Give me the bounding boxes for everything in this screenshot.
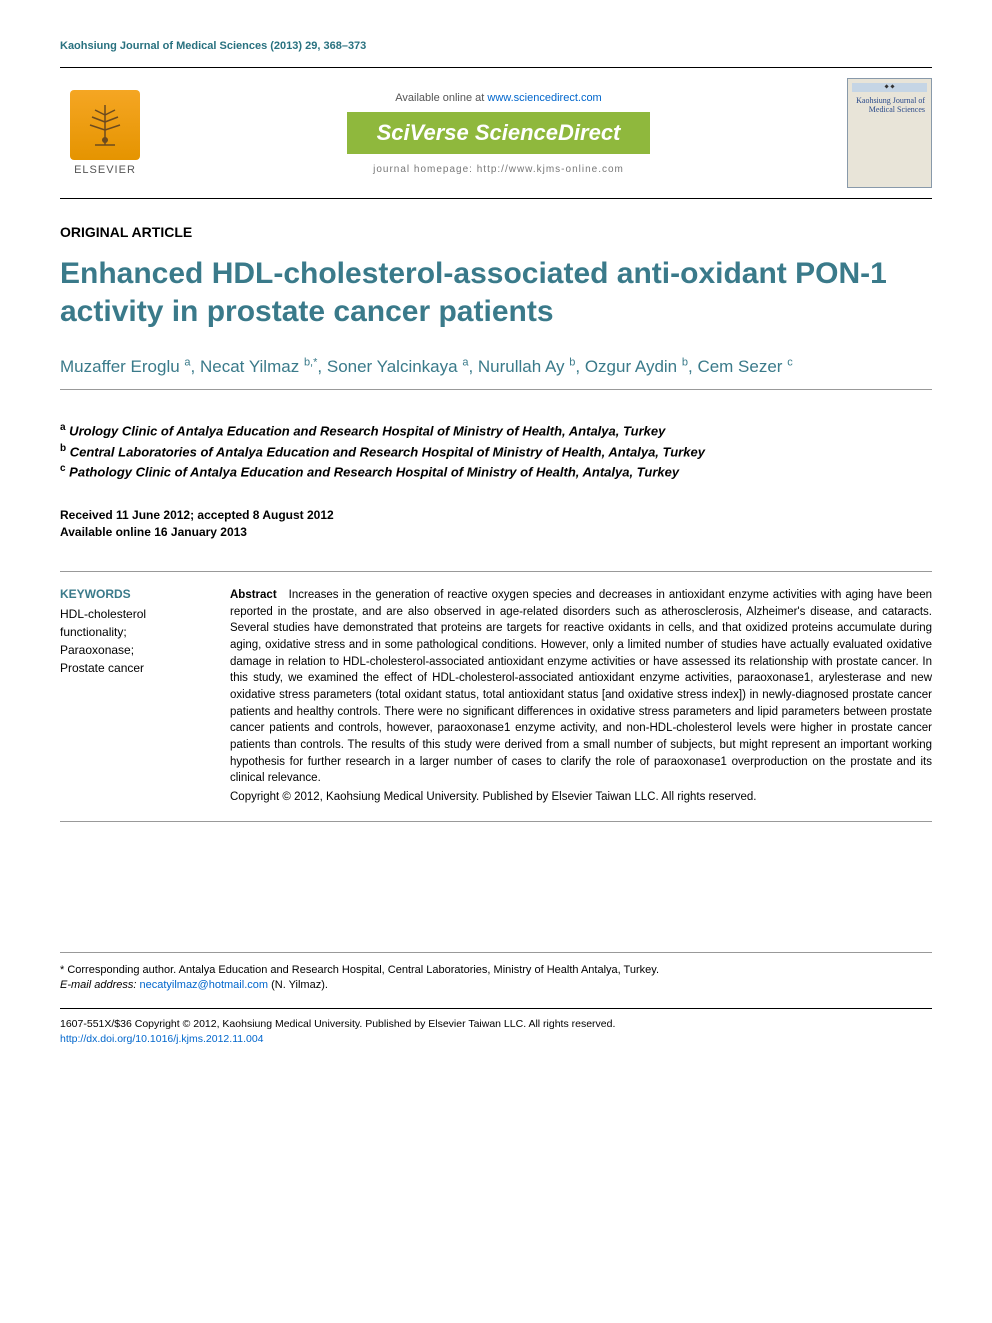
article-dates: Received 11 June 2012; accepted 8 August… bbox=[60, 507, 932, 541]
author: Necat Yilmaz b,* bbox=[200, 357, 317, 376]
author: Nurullah Ay b bbox=[478, 357, 575, 376]
abstract-copyright: Copyright © 2012, Kaohsiung Medical Univ… bbox=[230, 789, 932, 806]
available-prefix: Available online at bbox=[395, 92, 487, 104]
footer-copyright-block: 1607-551X/$36 Copyright © 2012, Kaohsiun… bbox=[60, 1008, 932, 1046]
center-header-block: Available online at www.sciencedirect.co… bbox=[150, 92, 847, 175]
abstract-body: Increases in the generation of reactive … bbox=[230, 589, 932, 784]
article-type-label: ORIGINAL ARTICLE bbox=[60, 224, 932, 240]
author: Ozgur Aydin b bbox=[585, 357, 688, 376]
article-title: Enhanced HDL-cholesterol-associated anti… bbox=[60, 255, 932, 330]
tree-svg bbox=[80, 100, 130, 150]
affiliation-line: a Urology Clinic of Antalya Education an… bbox=[60, 420, 932, 441]
corr-email-line: E-mail address: necatyilmaz@hotmail.com … bbox=[60, 978, 932, 993]
abstract-label: Abstract bbox=[230, 589, 277, 601]
corresponding-author-block: * Corresponding author. Antalya Educatio… bbox=[60, 963, 932, 994]
corr-author-text: * Corresponding author. Antalya Educatio… bbox=[60, 963, 932, 978]
keywords-heading: KEYWORDS bbox=[60, 587, 210, 601]
sciverse-badge: SciVerse ScienceDirect bbox=[347, 112, 651, 154]
keywords-column: KEYWORDS HDL-cholesterol functionality;P… bbox=[60, 587, 230, 806]
doi-link[interactable]: http://dx.doi.org/10.1016/j.kjms.2012.11… bbox=[60, 1033, 264, 1045]
journal-cover-thumbnail: ⬥ ⬥ Kaohsiung Journal ofMedical Sciences bbox=[847, 78, 932, 188]
sciencedirect-link[interactable]: www.sciencedirect.com bbox=[487, 92, 601, 104]
issn-copyright-text: 1607-551X/$36 Copyright © 2012, Kaohsiun… bbox=[60, 1017, 932, 1032]
received-date: Received 11 June 2012; accepted 8 August… bbox=[60, 507, 932, 524]
affiliation-line: c Pathology Clinic of Antalya Education … bbox=[60, 461, 932, 482]
author: Muzaffer Eroglu a bbox=[60, 357, 191, 376]
cover-header-strip: ⬥ ⬥ bbox=[852, 83, 927, 92]
elsevier-label: ELSEVIER bbox=[74, 164, 136, 176]
journal-citation-header: Kaohsiung Journal of Medical Sciences (2… bbox=[60, 40, 932, 52]
affiliations-block: a Urology Clinic of Antalya Education an… bbox=[60, 420, 932, 482]
keywords-list: HDL-cholesterol functionality;Paraoxonas… bbox=[60, 605, 210, 677]
affiliation-line: b Central Laboratories of Antalya Educat… bbox=[60, 441, 932, 462]
abstract-section: KEYWORDS HDL-cholesterol functionality;P… bbox=[60, 571, 932, 822]
online-date: Available online 16 January 2013 bbox=[60, 524, 932, 541]
author-list: Muzaffer Eroglu a, Necat Yilmaz b,*, Son… bbox=[60, 355, 932, 379]
header-bottom-divider bbox=[60, 198, 932, 199]
available-online-text: Available online at www.sciencedirect.co… bbox=[150, 92, 847, 104]
author: Cem Sezer c bbox=[697, 357, 792, 376]
footer-section: * Corresponding author. Antalya Educatio… bbox=[60, 952, 932, 1047]
publisher-header-row: ELSEVIER Available online at www.science… bbox=[60, 78, 932, 188]
author: Soner Yalcinkaya a bbox=[327, 357, 469, 376]
elsevier-tree-icon bbox=[70, 90, 140, 160]
corr-email-link[interactable]: necatyilmaz@hotmail.com bbox=[139, 979, 268, 991]
corr-email-name: (N. Yilmaz). bbox=[271, 979, 328, 991]
journal-homepage-text: journal homepage: http://www.kjms-online… bbox=[150, 164, 847, 175]
elsevier-logo: ELSEVIER bbox=[60, 83, 150, 183]
author-divider bbox=[60, 389, 932, 390]
cover-title-text: Kaohsiung Journal ofMedical Sciences bbox=[852, 92, 927, 118]
email-label: E-mail address: bbox=[60, 979, 136, 991]
abstract-column: AbstractIncreases in the generation of r… bbox=[230, 587, 932, 806]
top-divider bbox=[60, 67, 932, 68]
